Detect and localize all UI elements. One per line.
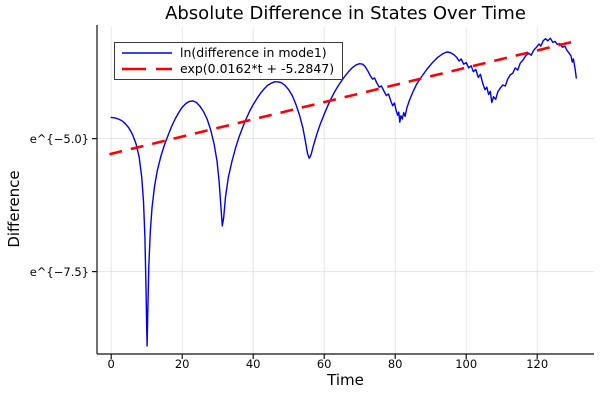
y-tick-label: e^{−5.0} bbox=[29, 131, 89, 146]
legend: ln(difference in mode1) exp(0.0162*t + -… bbox=[114, 42, 344, 80]
legend-entry-ln-difference: ln(difference in mode1) bbox=[121, 45, 334, 60]
x-tick-label: 120 bbox=[526, 357, 549, 371]
legend-label-ln-difference: ln(difference in mode1) bbox=[180, 45, 327, 60]
x-tick-label: 40 bbox=[245, 357, 261, 371]
legend-line-solid-icon bbox=[122, 51, 172, 54]
series-exp-fit bbox=[109, 39, 579, 156]
legend-label-exp-fit: exp(0.0162*t + -5.2847) bbox=[180, 61, 335, 76]
legend-line-dashed-icon bbox=[122, 67, 172, 70]
x-tick-label: 80 bbox=[387, 357, 403, 371]
y-tick-label: e^{−7.5} bbox=[29, 264, 89, 279]
x-tick-label: 100 bbox=[455, 357, 478, 371]
x-tick-label: 0 bbox=[107, 357, 115, 371]
x-tick-label: 60 bbox=[316, 357, 332, 371]
chart-title: Absolute Difference in States Over Time bbox=[165, 3, 526, 24]
x-axis-title: Time bbox=[327, 371, 364, 389]
legend-entry-exp-fit: exp(0.0162*t + -5.2847) bbox=[121, 61, 334, 76]
x-tick-label: 20 bbox=[174, 357, 190, 371]
series-ln-difference bbox=[110, 37, 577, 347]
